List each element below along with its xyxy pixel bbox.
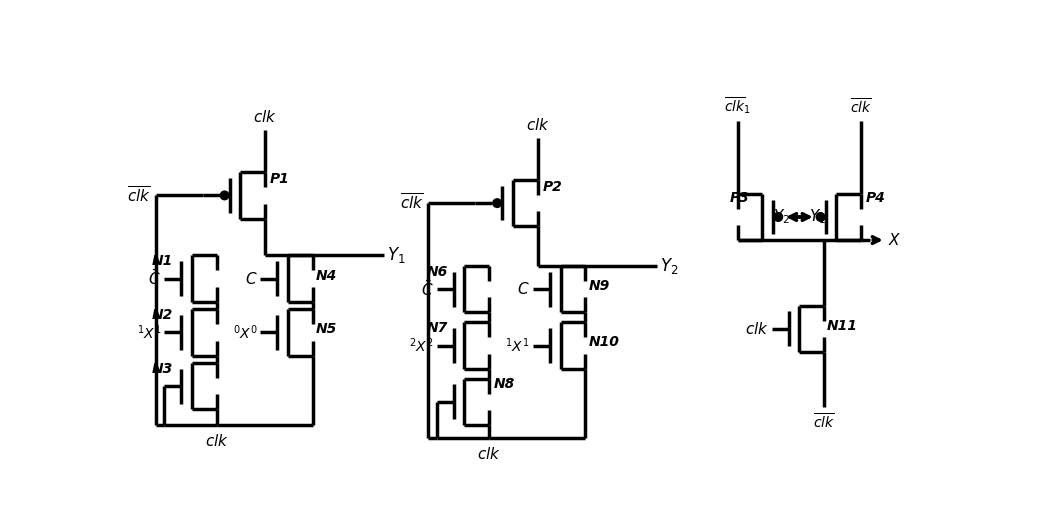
Text: $^1X^1$: $^1X^1$ [136, 323, 161, 342]
Text: N11: N11 [827, 318, 858, 333]
Text: $Y_2$: $Y_2$ [660, 257, 679, 276]
Text: $^1X^1$: $^1X^1$ [505, 336, 530, 355]
Text: $\overline{clk}$: $\overline{clk}$ [127, 185, 151, 205]
Text: $^0X^0$: $^0X^0$ [233, 323, 257, 342]
Text: P3: P3 [730, 191, 750, 205]
Text: $Y_1$: $Y_1$ [387, 245, 406, 266]
Text: $clk$: $clk$ [253, 110, 277, 125]
Text: $\overline{clk}$: $\overline{clk}$ [400, 193, 423, 213]
Text: N3: N3 [152, 361, 173, 376]
Text: $Y_1$: $Y_1$ [809, 208, 826, 226]
Text: $Y_2$: $Y_2$ [774, 208, 791, 226]
Circle shape [816, 212, 826, 222]
Text: N10: N10 [588, 335, 619, 350]
Text: N5: N5 [316, 323, 337, 336]
Text: $C$: $C$ [245, 270, 257, 287]
Text: $clk$: $clk$ [745, 321, 768, 336]
Text: $clk$: $clk$ [204, 433, 229, 449]
Text: $clk$: $clk$ [477, 445, 501, 462]
Text: N2: N2 [152, 308, 173, 322]
Text: $\overline{clk}$: $\overline{clk}$ [850, 97, 872, 116]
Text: $\bar{C}$: $\bar{C}$ [149, 269, 161, 288]
Text: P4: P4 [866, 191, 885, 205]
Text: $\overline{clk}$: $\overline{clk}$ [813, 412, 835, 431]
Text: P1: P1 [269, 172, 289, 186]
Text: N1: N1 [152, 254, 173, 268]
Text: N9: N9 [588, 279, 610, 293]
Text: P2: P2 [543, 180, 562, 194]
Text: $clk$: $clk$ [526, 117, 550, 133]
Text: N6: N6 [427, 265, 448, 279]
Text: $X$: $X$ [888, 232, 901, 248]
Text: $^2X^2$: $^2X^2$ [410, 336, 434, 355]
Text: N8: N8 [494, 377, 515, 391]
Text: N7: N7 [427, 321, 448, 335]
Text: $C$: $C$ [517, 282, 530, 297]
Circle shape [219, 190, 230, 200]
Circle shape [493, 198, 502, 208]
Text: N4: N4 [316, 268, 337, 283]
Text: $\overline{clk}_1$: $\overline{clk}_1$ [725, 95, 751, 116]
Text: $\bar{C}$: $\bar{C}$ [421, 280, 434, 299]
Circle shape [774, 212, 783, 222]
